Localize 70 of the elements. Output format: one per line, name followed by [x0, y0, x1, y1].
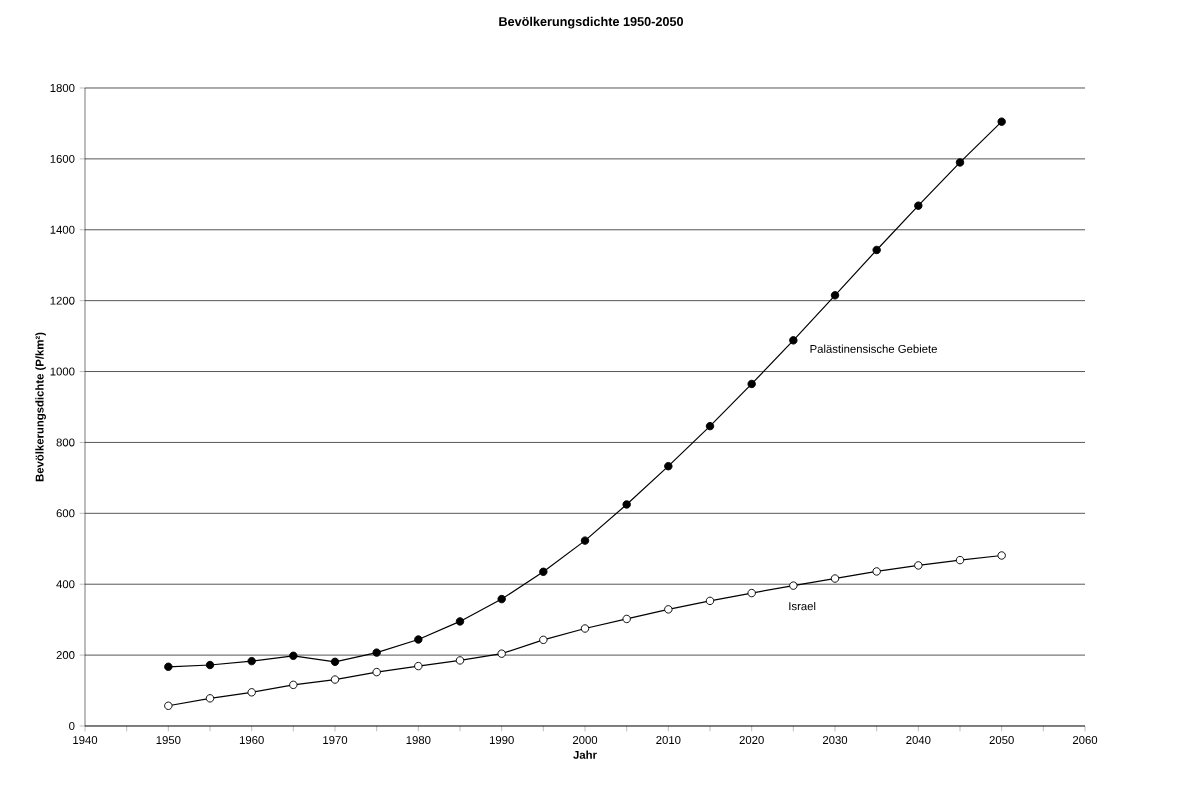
- x-tick-label: 1970: [323, 736, 348, 745]
- y-tick-label: 0: [69, 721, 75, 730]
- point: [622, 500, 631, 509]
- point: [955, 158, 965, 167]
- y-tick-label: 1400: [50, 225, 75, 234]
- x-tick-label: 1950: [156, 736, 181, 745]
- point: [872, 245, 881, 255]
- point: [580, 624, 590, 633]
- point: [830, 574, 840, 583]
- point: [664, 461, 673, 471]
- x-tick-label: 2010: [656, 736, 681, 745]
- y-tick-label: 1800: [50, 83, 75, 92]
- y-tick-label: 200: [56, 651, 75, 660]
- point: [205, 694, 215, 703]
- y-tick-label: 1000: [50, 367, 75, 376]
- x-tick-label: 2020: [739, 736, 764, 745]
- point: [789, 581, 798, 590]
- point: [164, 662, 173, 671]
- point: [622, 614, 631, 624]
- point: [330, 675, 340, 684]
- point: [455, 656, 465, 665]
- x-tick-label: 2060: [1072, 736, 1098, 745]
- y-tick-label: 1200: [50, 296, 75, 305]
- y-tick-label: 800: [56, 438, 75, 447]
- point: [289, 651, 298, 661]
- x-tick-label: 2040: [906, 736, 931, 745]
- point: [830, 291, 840, 300]
- point: [705, 596, 715, 606]
- point: [914, 201, 923, 210]
- y-tick-label: 1600: [50, 154, 75, 163]
- point: [414, 635, 423, 644]
- point: [205, 660, 215, 670]
- point: [247, 656, 256, 666]
- x-tick-label: 1960: [239, 736, 264, 745]
- x-tick-label: 2000: [572, 736, 598, 745]
- x-tick-label: 1980: [406, 736, 431, 745]
- point: [247, 688, 256, 697]
- x-tick-label: 2050: [989, 736, 1014, 745]
- point: [997, 117, 1006, 126]
- y-axis-title: Bevölkerungsdichte (P/km²): [35, 332, 46, 482]
- point: [664, 605, 673, 614]
- point: [705, 421, 715, 431]
- point: [789, 336, 798, 345]
- point: [289, 680, 298, 690]
- x-tick-label: 1940: [73, 736, 98, 745]
- chart-title: Bevölkerungsdichte 1950-2050: [499, 16, 684, 29]
- point: [539, 567, 548, 577]
- point: [455, 617, 465, 626]
- point: [164, 701, 173, 710]
- point: [872, 567, 881, 576]
- point: [914, 561, 923, 570]
- series-label: Israel: [789, 601, 816, 611]
- point: [414, 661, 423, 671]
- y-tick-label: 600: [56, 509, 75, 518]
- point: [955, 555, 965, 565]
- point: [372, 667, 381, 677]
- y-tick-label: 400: [56, 580, 75, 589]
- point: [497, 594, 506, 604]
- point: [539, 635, 548, 645]
- point: [372, 648, 381, 657]
- x-tick-label: 2030: [822, 736, 848, 745]
- point: [330, 657, 340, 667]
- point: [747, 379, 756, 389]
- point: [747, 588, 756, 598]
- x-tick-label: 1990: [489, 736, 514, 745]
- point: [497, 649, 506, 658]
- x-axis-title: Jahr: [573, 750, 597, 759]
- point: [580, 536, 590, 545]
- point: [997, 551, 1006, 560]
- series-label: Palästinensische Gebiete: [810, 344, 937, 353]
